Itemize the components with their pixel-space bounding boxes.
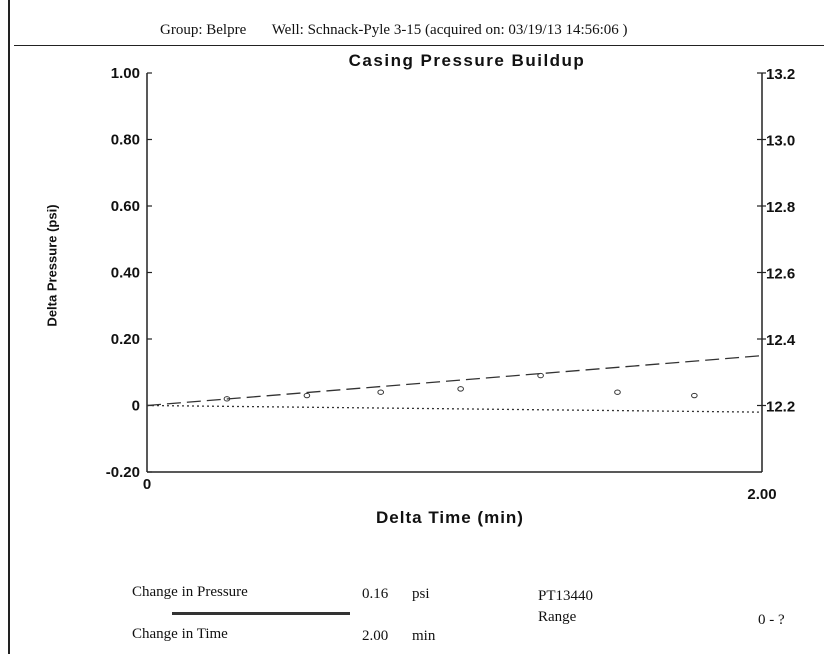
dashed-trend-line — [146, 354, 763, 407]
plot-axes — [146, 73, 763, 473]
y-axis-label: Delta Pressure (psi) — [44, 204, 60, 327]
dotted-baseline — [146, 404, 763, 413]
header-divider — [14, 45, 824, 46]
sensor-id: PT13440 — [538, 588, 594, 604]
change-time-unit: min — [412, 628, 436, 644]
chart-title: Casing Pressure Buildup — [348, 51, 586, 70]
change-pressure-value: 0.16 — [362, 586, 389, 602]
x-tick-label: 0 — [143, 476, 151, 493]
data-point — [457, 386, 464, 392]
change-time-value: 2.00 — [362, 628, 389, 644]
y2-tick-label: 12.6 — [766, 266, 795, 283]
y-tick-label: -0.20 — [106, 464, 140, 481]
footer-divider — [172, 612, 350, 615]
y2-tick-label: 12.2 — [766, 399, 795, 416]
data-point — [377, 389, 385, 395]
data-point — [691, 392, 698, 399]
range-label: Range — [538, 609, 577, 625]
y-tick-label: 0.40 — [111, 265, 140, 282]
data-point — [303, 392, 311, 399]
plot-series — [146, 354, 763, 413]
change-pressure-label: Change in Pressure — [132, 584, 248, 600]
x-axis-label: Delta Time (min) — [376, 508, 524, 527]
plot-ticks: 1.000.800.600.400.200-0.2013.213.012.812… — [106, 65, 796, 503]
y2-tick-label: 12.8 — [766, 199, 795, 216]
group-label: Group: Belpre — [160, 22, 247, 38]
data-point — [537, 372, 544, 379]
y-tick-label: 1.00 — [111, 65, 140, 82]
y2-tick-label: 13.2 — [766, 66, 795, 83]
y-tick-label: 0.80 — [111, 132, 140, 149]
y-tick-label: 0.60 — [111, 198, 140, 215]
range-value: 0 - ? — [758, 612, 785, 628]
change-pressure-unit: psi — [412, 586, 430, 602]
data-point — [614, 389, 621, 395]
y-tick-label: 0.20 — [111, 331, 140, 348]
y2-tick-label: 12.4 — [766, 332, 796, 349]
well-label: Well: Schnack-Pyle 3-15 (acquired on: 03… — [271, 22, 628, 38]
change-time-label: Change in Time — [132, 626, 228, 642]
x-tick-label: 2.00 — [747, 486, 776, 503]
y-tick-label: 0 — [132, 398, 140, 415]
chart-header: Group: Belpre Well: Schnack-Pyle 3-15 (a… — [160, 22, 650, 39]
y2-tick-label: 13.0 — [766, 133, 795, 150]
left-frame-border — [8, 0, 10, 654]
